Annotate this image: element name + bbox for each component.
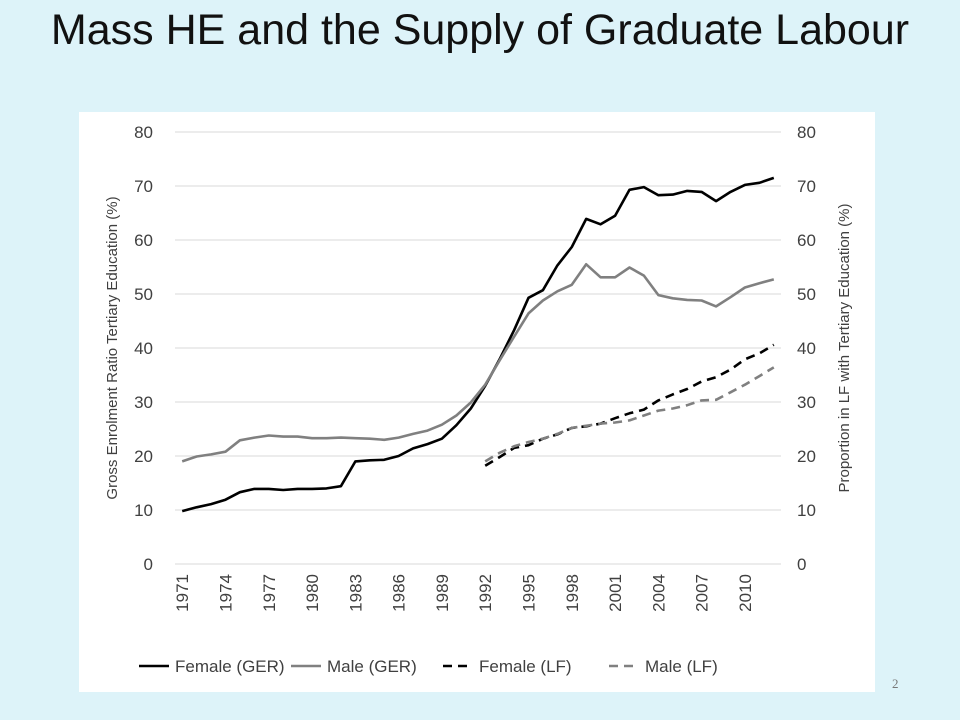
series-line-1 <box>181 176 775 513</box>
y-tick-label: 0 <box>144 555 153 574</box>
y-axis-label: Gross Enrolment Ratio Tertiary Education… <box>104 196 121 499</box>
x-tick-label: 2010 <box>736 574 755 612</box>
y-tick-label: 20 <box>134 447 153 466</box>
y2-tick-label: 70 <box>797 177 816 196</box>
legend-label-4: Male (LF) <box>645 657 718 676</box>
x-tick-label: 1980 <box>303 574 322 612</box>
legend-label-2: Male (GER) <box>327 657 417 676</box>
series-line-4 <box>484 366 775 463</box>
x-tick-label: 1971 <box>173 574 192 612</box>
series-line-2 <box>181 263 775 463</box>
x-tick-label: 1995 <box>520 574 539 612</box>
legend-label-3: Female (LF) <box>479 657 572 676</box>
x-tick-label: 1977 <box>260 574 279 612</box>
y2-tick-label: 20 <box>797 447 816 466</box>
y-tick-label: 80 <box>134 123 153 142</box>
x-tick-label: 1974 <box>217 574 236 612</box>
line-chart: 0 0 10 10 20 20 30 30 40 40 50 50 60 60 70 70 80 80 1971 19… <box>104 123 853 676</box>
x-tick-label: 2004 <box>649 574 668 612</box>
y-tick-label: 40 <box>134 339 153 358</box>
y2-tick-label: 80 <box>797 123 816 142</box>
x-tick-label: 1998 <box>563 574 582 612</box>
legend-label-1: Female (GER) <box>175 657 285 676</box>
y2-tick-label: 60 <box>797 231 816 250</box>
y2-tick-label: 0 <box>797 555 806 574</box>
y2-tick-label: 30 <box>797 393 816 412</box>
y-tick-label: 30 <box>134 393 153 412</box>
y-tick-label: 70 <box>134 177 153 196</box>
x-tick-label: 2007 <box>693 574 712 612</box>
y-tick-label: 60 <box>134 231 153 250</box>
x-tick-label: 1992 <box>476 574 495 612</box>
y-tick-label: 50 <box>134 285 153 304</box>
chart-panel: 0 0 10 10 20 20 30 30 40 40 50 50 60 60 70 70 80 80 1971 19… <box>79 112 875 692</box>
y2-axis-label: Proportion in LF with Tertiary Education… <box>836 203 853 492</box>
x-tick-label: 2001 <box>606 574 625 612</box>
y-tick-label: 10 <box>134 501 153 520</box>
x-tick-label: 1983 <box>346 574 365 612</box>
series-line-3 <box>484 343 775 467</box>
y2-tick-label: 50 <box>797 285 816 304</box>
y2-tick-label: 40 <box>797 339 816 358</box>
page-number: 2 <box>892 676 899 691</box>
x-tick-label: 1989 <box>433 574 452 612</box>
slide-title: Mass HE and the Supply of Graduate Labou… <box>50 6 910 54</box>
y2-tick-label: 10 <box>797 501 816 520</box>
x-tick-label: 1986 <box>390 574 409 612</box>
